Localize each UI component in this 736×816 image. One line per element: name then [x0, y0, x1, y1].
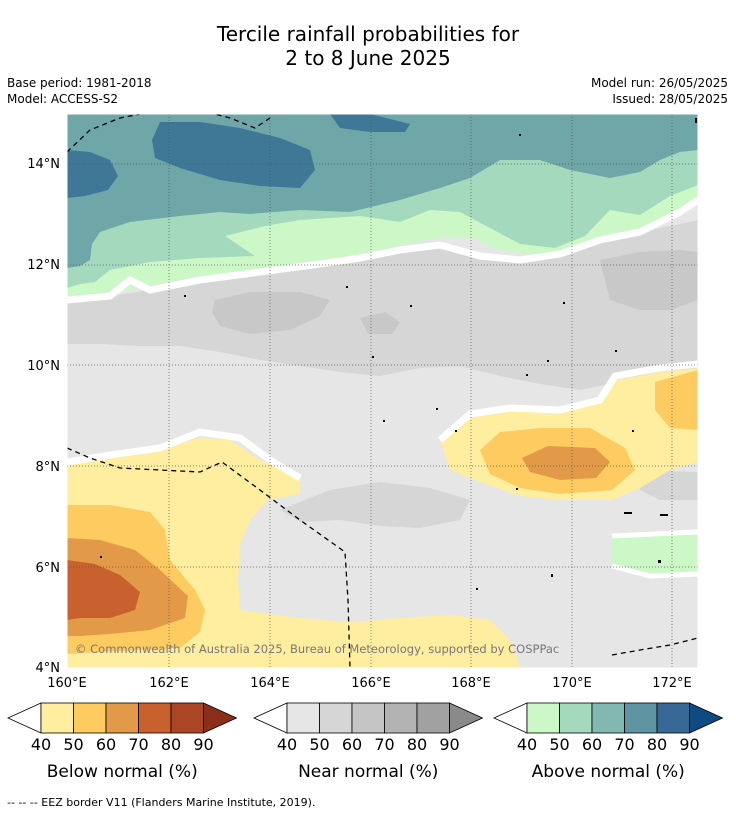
- category-boundary: [67, 197, 698, 304]
- colorbar-tick-label: 40: [517, 735, 537, 754]
- near-normal-60-region-3: [600, 250, 698, 310]
- colorbar-swatch: [73, 702, 107, 734]
- colorbar-under-triangle: [493, 702, 528, 734]
- colorbar-tick-label: 90: [679, 735, 699, 754]
- colorbar-over-triangle: [449, 702, 484, 734]
- colorbar-swatch: [384, 702, 418, 734]
- lon-label: 172°E: [652, 676, 692, 691]
- near-normal-60-region: [212, 292, 330, 334]
- category-boundary-east: [437, 360, 698, 443]
- colorbar-over-triangle: [689, 702, 724, 734]
- colorbar-below: 40 50 60 70 80 90 Below normal (%): [7, 702, 238, 782]
- lon-label: 160°E: [47, 676, 87, 691]
- lat-label: 6°N: [36, 561, 61, 576]
- meta-right: Model run: 26/05/2025 Issued: 28/05/2025: [591, 75, 728, 107]
- colorbar-tick-label: 50: [549, 735, 569, 754]
- colorbar-swatch: [559, 702, 593, 734]
- colorbar-under-triangle: [253, 702, 288, 734]
- colorbar-tick-label: 40: [277, 735, 297, 754]
- colorbar-under-triangle: [7, 702, 42, 734]
- colorbar-swatch: [351, 702, 385, 734]
- colorbar-tick-label: 70: [374, 735, 394, 754]
- colorbar-title: Below normal (%): [47, 762, 198, 782]
- model-run: Model run: 26/05/2025: [590, 76, 728, 90]
- map-title: Tercile rainfall probabilities for 2 to …: [0, 22, 736, 70]
- below-normal-60-region-east: [522, 446, 610, 480]
- map-frame: [66, 113, 699, 669]
- colorbar-swatch: [138, 702, 172, 734]
- title-line-1: Tercile rainfall probabilities for: [216, 22, 520, 46]
- lat-label: 8°N: [36, 460, 61, 475]
- colorbar-tick-label: 60: [582, 735, 602, 754]
- colorbar-swatch: [105, 702, 139, 734]
- eez-footnote: -- -- -- EEZ border V11 (Flanders Marine…: [7, 796, 316, 809]
- colorbar-swatch: [591, 702, 625, 734]
- colorbar-swatch: [416, 702, 450, 734]
- gridlines: [67, 114, 698, 668]
- below-normal-70-region-west: [67, 560, 140, 620]
- longitude-labels: 160°E 162°E 164°E 166°E 168°E 170°E 172°…: [47, 676, 692, 691]
- model-name: Model: ACCESS-S2: [7, 92, 119, 106]
- colorbar-tick-label: 90: [193, 735, 213, 754]
- near-normal-50-region: [67, 220, 698, 390]
- colorbar-tick-label: 80: [647, 735, 667, 754]
- below-normal-50-region-ne: [655, 370, 698, 430]
- colorbar-tick-label: 80: [407, 735, 427, 754]
- category-boundary-south: [611, 529, 698, 579]
- colorbar-above: 40 50 60 70 80 90 Above normal (%): [493, 702, 724, 782]
- colorbar-swatch: [170, 702, 204, 734]
- latitude-labels: 14°N 12°N 10°N 8°N 6°N 4°N: [27, 157, 60, 676]
- lon-label: 166°E: [351, 676, 391, 691]
- eez-borders: [67, 114, 698, 668]
- colorbar-swatch: [624, 702, 658, 734]
- above-normal-70-region-east: [330, 114, 410, 132]
- colorbars: 40 50 60 70 80 90 Below normal (%) 40 50 60 70 80 90…: [7, 702, 724, 782]
- near-normal-50-south: [280, 482, 470, 528]
- colorbar-tick-label: 40: [31, 735, 51, 754]
- colorbar-tick-label: 50: [309, 735, 329, 754]
- colorbar-tick-label: 50: [63, 735, 83, 754]
- colorbar-tick-label: 60: [342, 735, 362, 754]
- lat-label: 10°N: [27, 359, 60, 374]
- copyright-notice: © Commonwealth of Australia 2025, Bureau…: [75, 642, 559, 656]
- lat-label: 12°N: [27, 258, 60, 273]
- colorbar-tick-label: 70: [614, 735, 634, 754]
- colorbar-swatch: [319, 702, 353, 734]
- colorbar-tick-label: 80: [161, 735, 181, 754]
- probability-field: [67, 114, 698, 668]
- colorbar-tick-label: 70: [128, 735, 148, 754]
- lat-label: 14°N: [27, 157, 60, 172]
- colorbar-title: Above normal (%): [532, 762, 685, 782]
- title-line-2: 2 to 8 June 2025: [285, 46, 451, 70]
- colorbar-swatch: [40, 702, 74, 734]
- above-normal-40-se: [612, 536, 698, 574]
- lon-label: 162°E: [149, 676, 189, 691]
- lon-label: 170°E: [552, 676, 592, 691]
- above-normal-70-region-west: [67, 150, 118, 198]
- colorbar-title: Near normal (%): [298, 762, 438, 782]
- issued-date: Issued: 28/05/2025: [612, 92, 728, 106]
- islands: [100, 118, 697, 590]
- lon-label: 164°E: [250, 676, 290, 691]
- colorbar-tick-label: 90: [439, 735, 459, 754]
- lon-label: 168°E: [451, 676, 491, 691]
- base-period: Base period: 1981-2018: [7, 76, 152, 90]
- colorbar-swatch: [526, 702, 560, 734]
- above-normal-70-region: [152, 122, 315, 188]
- meta-left: Base period: 1981-2018 Model: ACCESS-S2: [7, 75, 152, 107]
- lat-label: 4°N: [36, 661, 61, 676]
- colorbar-tick-label: 60: [96, 735, 116, 754]
- colorbar-swatch: [286, 702, 320, 734]
- colorbar-over-triangle: [203, 702, 238, 734]
- colorbar-swatch: [656, 702, 690, 734]
- near-normal-60-region-2: [360, 312, 400, 334]
